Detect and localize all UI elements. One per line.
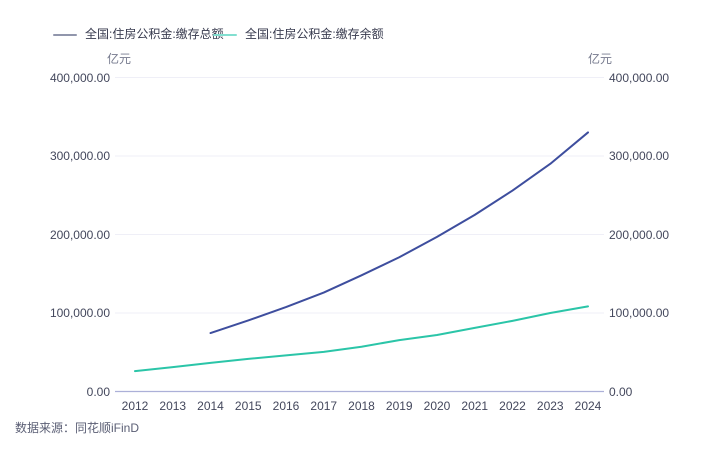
legend-item-total[interactable]: 全国:住房公积金:缴存总额 <box>53 27 224 42</box>
x-tick-label: 2021 <box>461 399 489 413</box>
y-tick-label-right: 400,000.00 <box>609 70 670 85</box>
x-tick-label: 2013 <box>159 399 187 413</box>
y-axis-unit-left: 亿元 <box>107 52 132 66</box>
y-tick-label-left: 300,000.00 <box>49 149 110 163</box>
y-axis-unit-right: 亿元 <box>588 52 613 66</box>
y-tick-label-left: 200,000.00 <box>49 227 110 242</box>
x-tick-label: 2018 <box>348 399 375 413</box>
x-tick-label: 2012 <box>121 399 149 413</box>
x-tick-label: 2024 <box>574 399 602 413</box>
x-tick-label: 2017 <box>310 399 338 413</box>
y-tick-label-right: 100,000.00 <box>609 306 670 320</box>
y-tick-label-left: 0.00 <box>86 384 110 399</box>
y-tick-label-right: 200,000.00 <box>609 227 670 242</box>
legend-label-total: 全国:住房公积金:缴存总额 <box>85 27 224 41</box>
line-marker-icon <box>213 33 237 36</box>
x-tick-label: 2020 <box>423 399 451 413</box>
line-marker-icon <box>53 33 77 36</box>
y-tick-label-right: 0.00 <box>609 384 633 399</box>
x-tick-label: 2019 <box>385 399 413 413</box>
series-line-balance <box>134 305 589 373</box>
x-tick-label: 2015 <box>234 399 262 413</box>
y-tick-label-left: 100,000.00 <box>49 306 110 320</box>
y-tick-label-right: 300,000.00 <box>609 149 670 163</box>
series-line-total <box>209 131 589 335</box>
x-tick-label: 2016 <box>272 399 300 413</box>
legend-item-balance[interactable]: 全国:住房公积金:缴存余额 <box>213 27 384 42</box>
y-tick-label-left: 400,000.00 <box>49 70 110 85</box>
x-tick-label: 2022 <box>499 399 526 413</box>
data-source-note: 数据来源：同花顺iFinD <box>15 421 140 435</box>
x-tick-label: 2014 <box>197 399 224 413</box>
x-tick-label: 2023 <box>536 399 564 413</box>
legend-label-balance: 全国:住房公积金:缴存余额 <box>245 27 384 41</box>
